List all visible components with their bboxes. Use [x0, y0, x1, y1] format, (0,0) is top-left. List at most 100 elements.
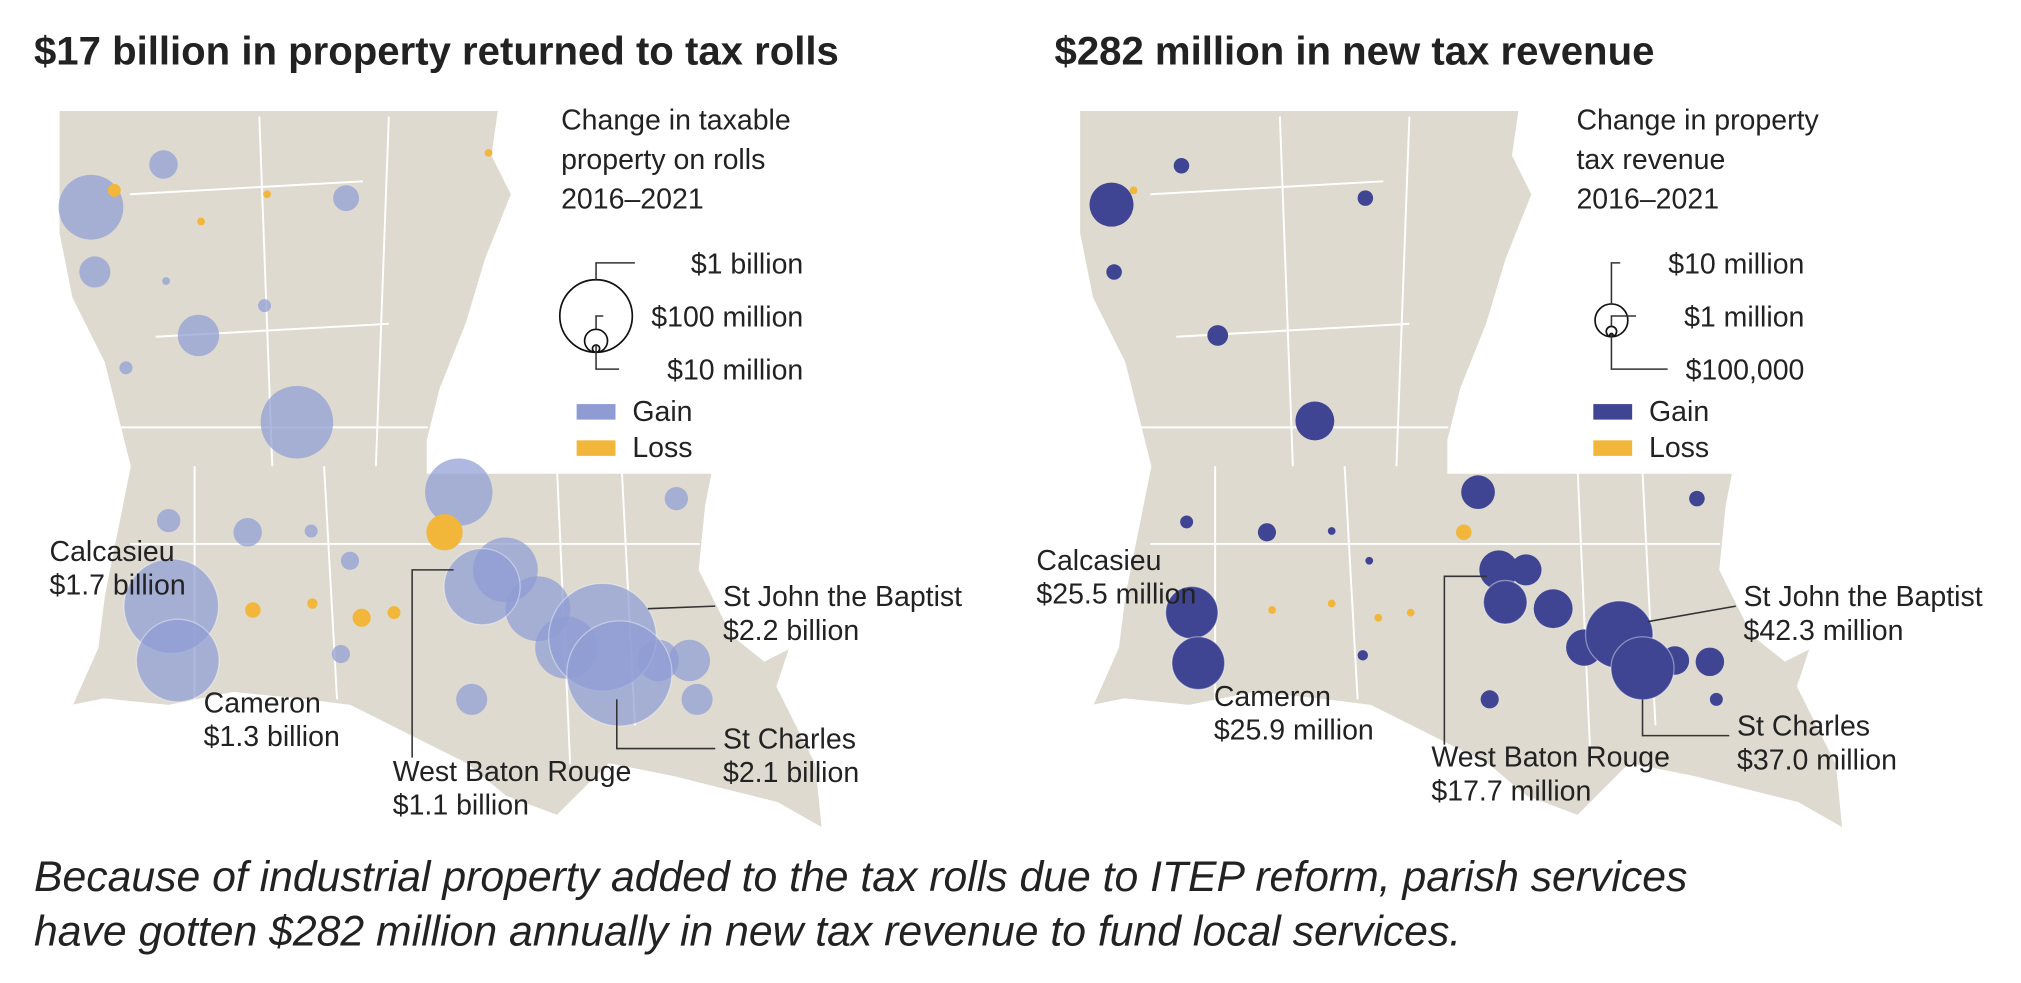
parish-borders [1137, 116, 1721, 765]
size-key-leader [1610, 262, 1621, 304]
leader-line [1647, 605, 1736, 623]
parish-name: West Baton Rouge [1431, 742, 1670, 774]
bubble [1461, 475, 1495, 509]
legend-label: Loss [632, 432, 692, 464]
legend-label: Loss [1649, 432, 1709, 464]
legend-swatch [1593, 404, 1633, 420]
bubble [1171, 636, 1226, 691]
legend-label: Gain [1649, 396, 1709, 428]
size-key-leader [595, 262, 635, 280]
bubble [79, 256, 111, 288]
bubble [1180, 515, 1194, 529]
size-key-label: $1 million [1684, 301, 1804, 333]
parish-name: St John the Baptist [1744, 581, 1983, 613]
size-key-label: $100,000 [1686, 354, 1805, 386]
bubble [1207, 325, 1229, 346]
parish-value: $1.3 billion [204, 721, 340, 753]
parish-name: St Charles [723, 724, 856, 756]
bubble-loss [307, 598, 318, 609]
parish-value: $37.0 million [1737, 744, 1897, 776]
legend-label: Gain [632, 396, 692, 428]
bubble [1610, 636, 1675, 701]
bubble-loss [107, 183, 121, 197]
map-title: $17 billion in property returned to tax … [34, 29, 839, 74]
bubble [1695, 647, 1725, 677]
parish-value: $25.5 million [1036, 579, 1196, 611]
bubble [162, 277, 170, 285]
legend-title: Change in taxable [561, 105, 791, 137]
bubble [1365, 556, 1374, 565]
bubble-loss [1456, 524, 1472, 541]
leader-line [647, 605, 716, 610]
legend-swatch [576, 404, 616, 420]
bubble [233, 518, 262, 547]
bubble [1533, 589, 1573, 629]
bubble-loss [352, 608, 371, 627]
bubble [1327, 527, 1336, 535]
bubble [260, 385, 334, 459]
bubble [1357, 650, 1368, 661]
legend-title: 2016–2021 [561, 184, 704, 216]
bubble [1709, 692, 1723, 706]
bubble-loss [263, 190, 271, 199]
bubble [443, 548, 521, 626]
bubble-loss [245, 602, 261, 618]
parish-value: $42.3 million [1744, 615, 1904, 647]
parish-value: $1.7 billion [50, 569, 186, 601]
bubble [58, 174, 124, 240]
leader-line [616, 699, 716, 750]
bubble [1106, 264, 1122, 280]
bubble [119, 361, 133, 375]
size-key-leader [595, 345, 620, 370]
legend-title: tax revenue [1576, 144, 1725, 176]
bubble-loss [1268, 606, 1277, 614]
size-key-label: $100 million [651, 301, 803, 333]
parish-name: West Baton Rouge [393, 756, 632, 788]
map-title: $282 million in new tax revenue [1055, 29, 1655, 74]
size-key-leader [1610, 315, 1637, 327]
bubble-loss [197, 217, 205, 226]
caption: have gotten $282 million annually in new… [34, 907, 1461, 955]
bubble [1295, 401, 1335, 441]
bubble [258, 299, 271, 313]
bubble [1482, 579, 1528, 625]
bubble [1173, 158, 1190, 174]
legend-title: Change in property [1576, 105, 1819, 137]
bubble [668, 639, 711, 682]
legend-title: 2016–2021 [1576, 184, 1719, 216]
map-right [1078, 109, 1845, 831]
bubble-loss [1374, 613, 1383, 622]
bubble [1510, 554, 1542, 586]
bubble [1257, 523, 1277, 542]
size-key-leader [1610, 333, 1668, 370]
parish-name: St John the Baptist [723, 581, 962, 613]
leader-line [1641, 699, 1730, 737]
parish-name: St Charles [1737, 711, 1870, 743]
bubble [135, 618, 220, 703]
parish-value: $2.1 billion [723, 757, 859, 789]
bubble [1479, 550, 1519, 590]
bubble [177, 314, 220, 357]
parish-name: Calcasieu [1036, 545, 1161, 577]
bubble [566, 620, 673, 727]
bubble [1357, 190, 1374, 206]
legend-title: property on rolls [561, 144, 765, 176]
bubble [304, 524, 318, 538]
bubble-loss [426, 514, 463, 551]
bubble [1480, 690, 1499, 709]
legend-swatch [576, 440, 616, 456]
bubble [456, 683, 488, 715]
bubble [331, 644, 350, 664]
bubble [340, 551, 360, 570]
size-key-label: $1 billion [691, 248, 803, 280]
caption: Because of industrial property added to … [34, 853, 1687, 901]
parish-name: Cameron [204, 687, 321, 719]
bubble-loss [484, 148, 493, 157]
bubble-loss [1406, 608, 1415, 617]
bubble-loss [387, 606, 401, 620]
bubble [664, 486, 689, 511]
bubble [425, 458, 493, 526]
size-key-leader [595, 315, 604, 330]
parish-value: $25.9 million [1214, 715, 1374, 747]
